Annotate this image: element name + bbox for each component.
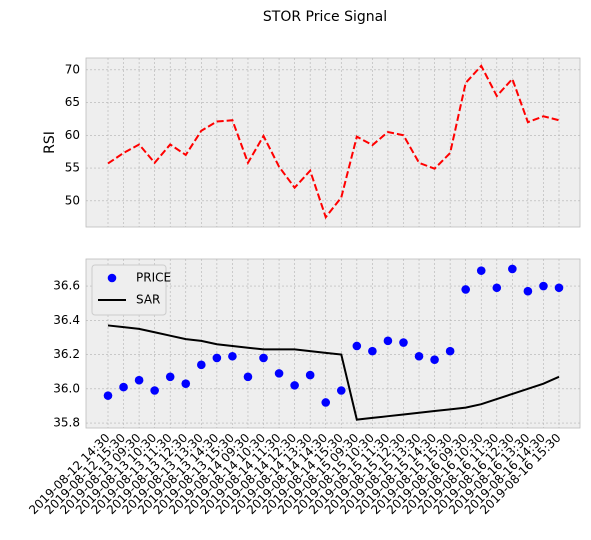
price-point <box>274 369 284 378</box>
price-point <box>554 283 564 293</box>
price-point <box>134 375 144 385</box>
price-point <box>119 382 128 392</box>
price-point <box>523 286 533 296</box>
y-tick-label: 36.2 <box>53 347 80 361</box>
price-point <box>336 386 346 395</box>
y-tick-label: 65 <box>65 95 80 109</box>
price-point <box>197 360 206 370</box>
y-tick-label: 36.6 <box>53 279 80 293</box>
price-point <box>290 381 299 390</box>
price-point <box>181 379 191 388</box>
y-tick-label: 36.4 <box>53 313 80 327</box>
series-line <box>107 324 560 421</box>
price-point <box>399 338 408 347</box>
price-point <box>243 372 253 382</box>
price-point <box>445 346 455 356</box>
price-point <box>212 353 222 363</box>
price-point <box>228 351 237 361</box>
price-point <box>321 398 331 407</box>
legend-label: PRICE <box>136 271 171 285</box>
price-point <box>492 283 502 293</box>
price-point <box>414 351 424 361</box>
price-point <box>383 336 393 346</box>
y-tick-label: 70 <box>65 62 80 76</box>
price-point <box>368 346 377 356</box>
price-point <box>352 341 362 351</box>
y-tick-label: 36.0 <box>53 381 80 395</box>
plot-area <box>85 57 581 228</box>
price-point <box>508 264 517 274</box>
price-point <box>165 372 175 382</box>
price-point <box>259 353 268 363</box>
chart-title: STOR Price Signal <box>263 9 387 25</box>
y-tick-label: 60 <box>65 128 80 142</box>
y-tick-label: 55 <box>65 161 80 175</box>
price-point <box>103 391 113 400</box>
price-point <box>461 285 470 294</box>
price-point <box>430 355 439 364</box>
price-point <box>476 266 486 275</box>
price-point <box>305 370 315 380</box>
y-tick-label: 35.8 <box>53 416 80 430</box>
y-tick-label: 50 <box>65 193 80 207</box>
y-axis-label: RSI <box>42 131 58 154</box>
series-line <box>107 64 560 220</box>
legend-label: SAR <box>136 293 160 307</box>
price-point <box>539 281 548 291</box>
legend-marker <box>107 273 117 283</box>
price-point <box>150 386 159 395</box>
